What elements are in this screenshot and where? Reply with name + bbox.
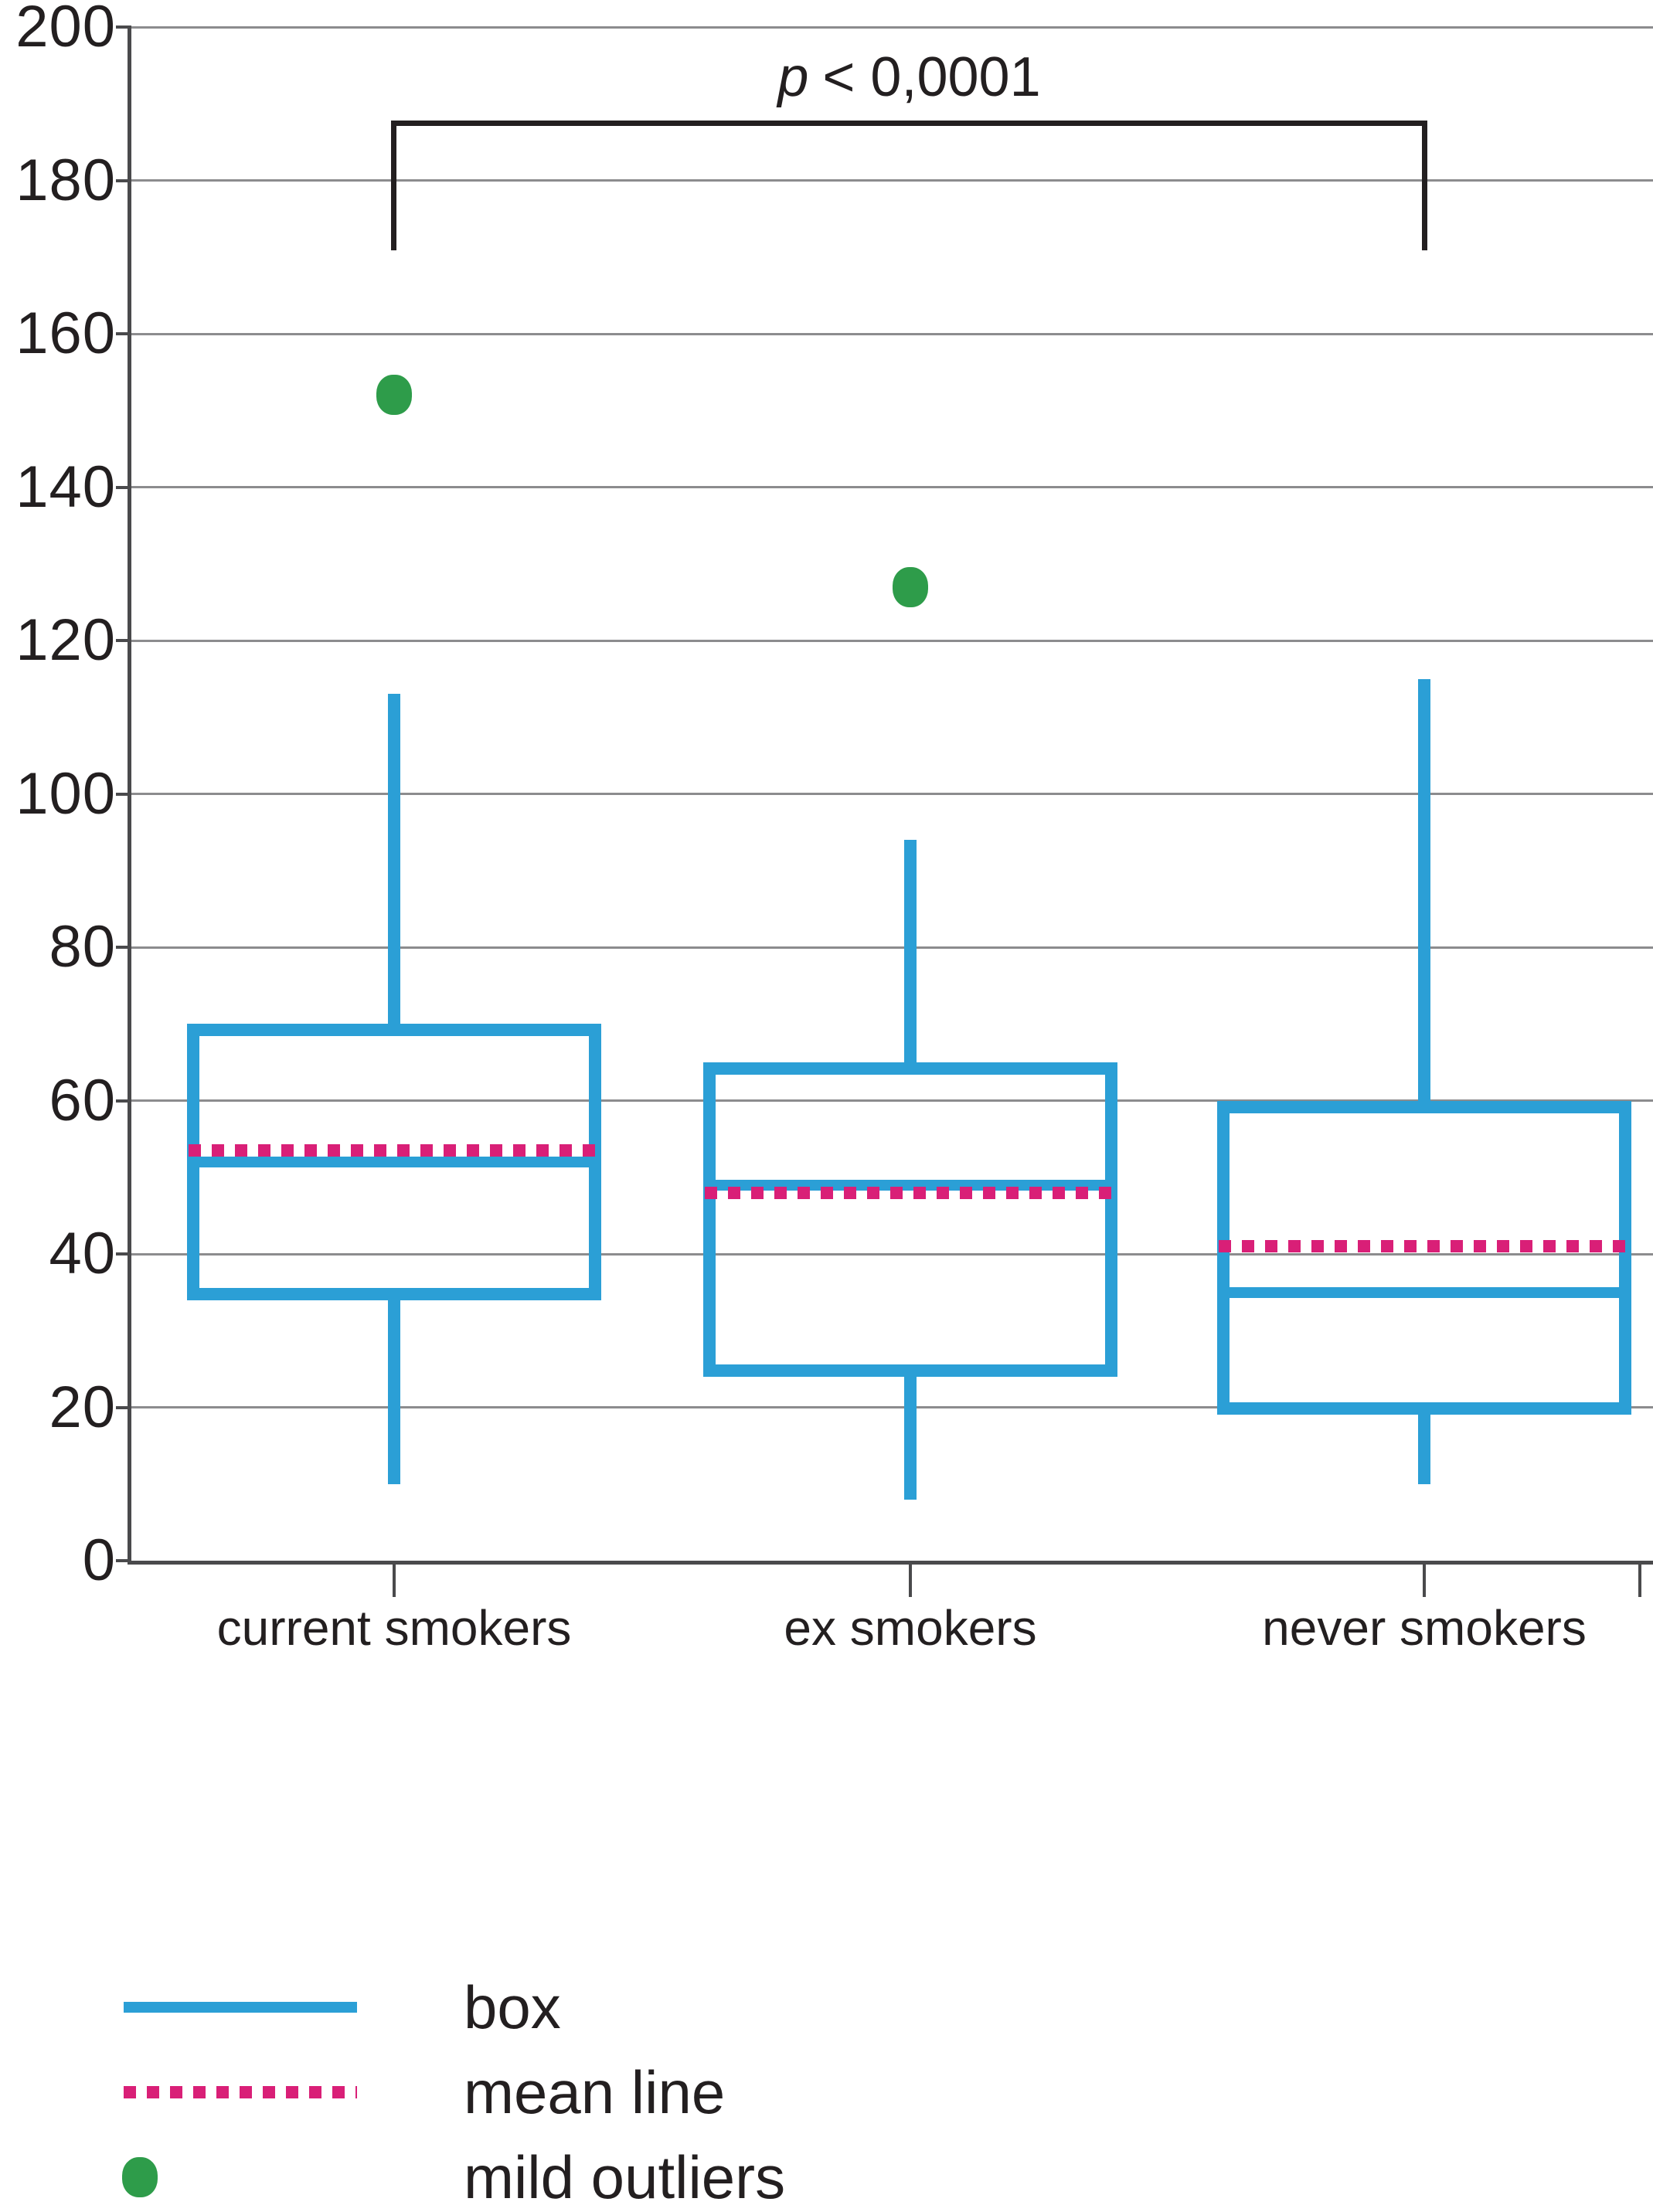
- y-tick-label-80: 80: [49, 914, 116, 980]
- y-tick-100: [116, 792, 131, 796]
- y-tick-label-60: 60: [49, 1067, 116, 1133]
- y-tick-label-200: 200: [15, 0, 116, 59]
- y-tick-label-0: 0: [82, 1527, 116, 1593]
- legend-item-box: box: [0, 1975, 1082, 2040]
- y-tick-20: [116, 1405, 131, 1409]
- y-gridline-100: [131, 793, 1653, 795]
- outlier-point: [893, 566, 928, 607]
- x-tick-current-smokers: [393, 1565, 396, 1597]
- x-tick-ex-smokers: [909, 1565, 912, 1597]
- x-tick-end: [1638, 1565, 1641, 1597]
- significance-bracket-left-arm: [391, 121, 396, 250]
- y-gridline-200: [131, 25, 1653, 29]
- y-gridline-160: [131, 332, 1653, 335]
- y-gridline-40: [131, 1252, 1653, 1256]
- category-label-ex-smokers: ex smokers: [784, 1600, 1037, 1656]
- category-label-current-smokers: current smokers: [216, 1600, 572, 1656]
- legend-item-mean-line: mean line: [0, 2060, 1082, 2125]
- y-tick-180: [116, 178, 131, 182]
- p-value-label: p < 0,0001: [394, 46, 1424, 108]
- y-gridline-140: [131, 486, 1653, 488]
- significance-bracket-bar: [391, 121, 1427, 126]
- y-gridline-20: [131, 1406, 1653, 1408]
- p-value-text: < 0,0001: [822, 46, 1041, 108]
- significance-bracket-right-arm: [1422, 121, 1427, 250]
- y-tick-200: [116, 25, 131, 29]
- y-tick-label-40: 40: [49, 1221, 116, 1286]
- p-symbol: p: [777, 46, 809, 108]
- median-line: [187, 1156, 601, 1167]
- mean-line: [705, 1186, 1116, 1199]
- legend-label: mild outliers: [464, 2143, 786, 2211]
- legend-swatch-box-line: [124, 2002, 357, 2013]
- y-gridline-180: [131, 179, 1653, 182]
- y-tick-label-160: 160: [15, 301, 116, 366]
- y-tick-80: [116, 946, 131, 949]
- lower-whisker: [1418, 1415, 1430, 1484]
- y-tick-label-20: 20: [49, 1374, 116, 1440]
- lower-whisker: [388, 1300, 400, 1484]
- box-body: [1217, 1100, 1631, 1415]
- outlier-point: [376, 375, 412, 416]
- y-gridline-80: [131, 946, 1653, 949]
- legend-label: box: [464, 1973, 561, 2041]
- upper-whisker: [388, 694, 400, 1024]
- x-axis-line: [128, 1561, 1653, 1565]
- y-tick-140: [116, 485, 131, 489]
- y-tick-label-180: 180: [15, 147, 116, 213]
- category-label-never-smokers: never smokers: [1262, 1600, 1587, 1656]
- x-tick-never-smokers: [1423, 1565, 1426, 1597]
- legend-swatch-outlier-dot: [122, 2157, 158, 2197]
- median-line: [1217, 1286, 1631, 1298]
- legend-label: mean line: [464, 2058, 726, 2126]
- y-tick-160: [116, 332, 131, 335]
- mean-line: [189, 1144, 600, 1157]
- box-body: [703, 1062, 1117, 1377]
- y-tick-60: [116, 1099, 131, 1103]
- y-tick-120: [116, 639, 131, 642]
- y-tick-label-120: 120: [15, 607, 116, 673]
- lower-whisker: [904, 1376, 917, 1500]
- y-gridline-120: [131, 639, 1653, 642]
- y-tick-label-100: 100: [15, 760, 116, 827]
- y-tick-40: [116, 1252, 131, 1256]
- y-axis-line: [128, 25, 131, 1562]
- y-gridline-60: [131, 1099, 1653, 1102]
- legend-swatch-mean-line: [124, 2086, 357, 2098]
- y-tick-0: [116, 1559, 131, 1562]
- mean-line: [1219, 1240, 1630, 1253]
- upper-whisker: [904, 840, 917, 1062]
- y-tick-label-140: 140: [15, 454, 116, 520]
- legend-item-mild-outliers: mild outliers: [0, 2145, 1082, 2210]
- upper-whisker: [1418, 678, 1430, 1101]
